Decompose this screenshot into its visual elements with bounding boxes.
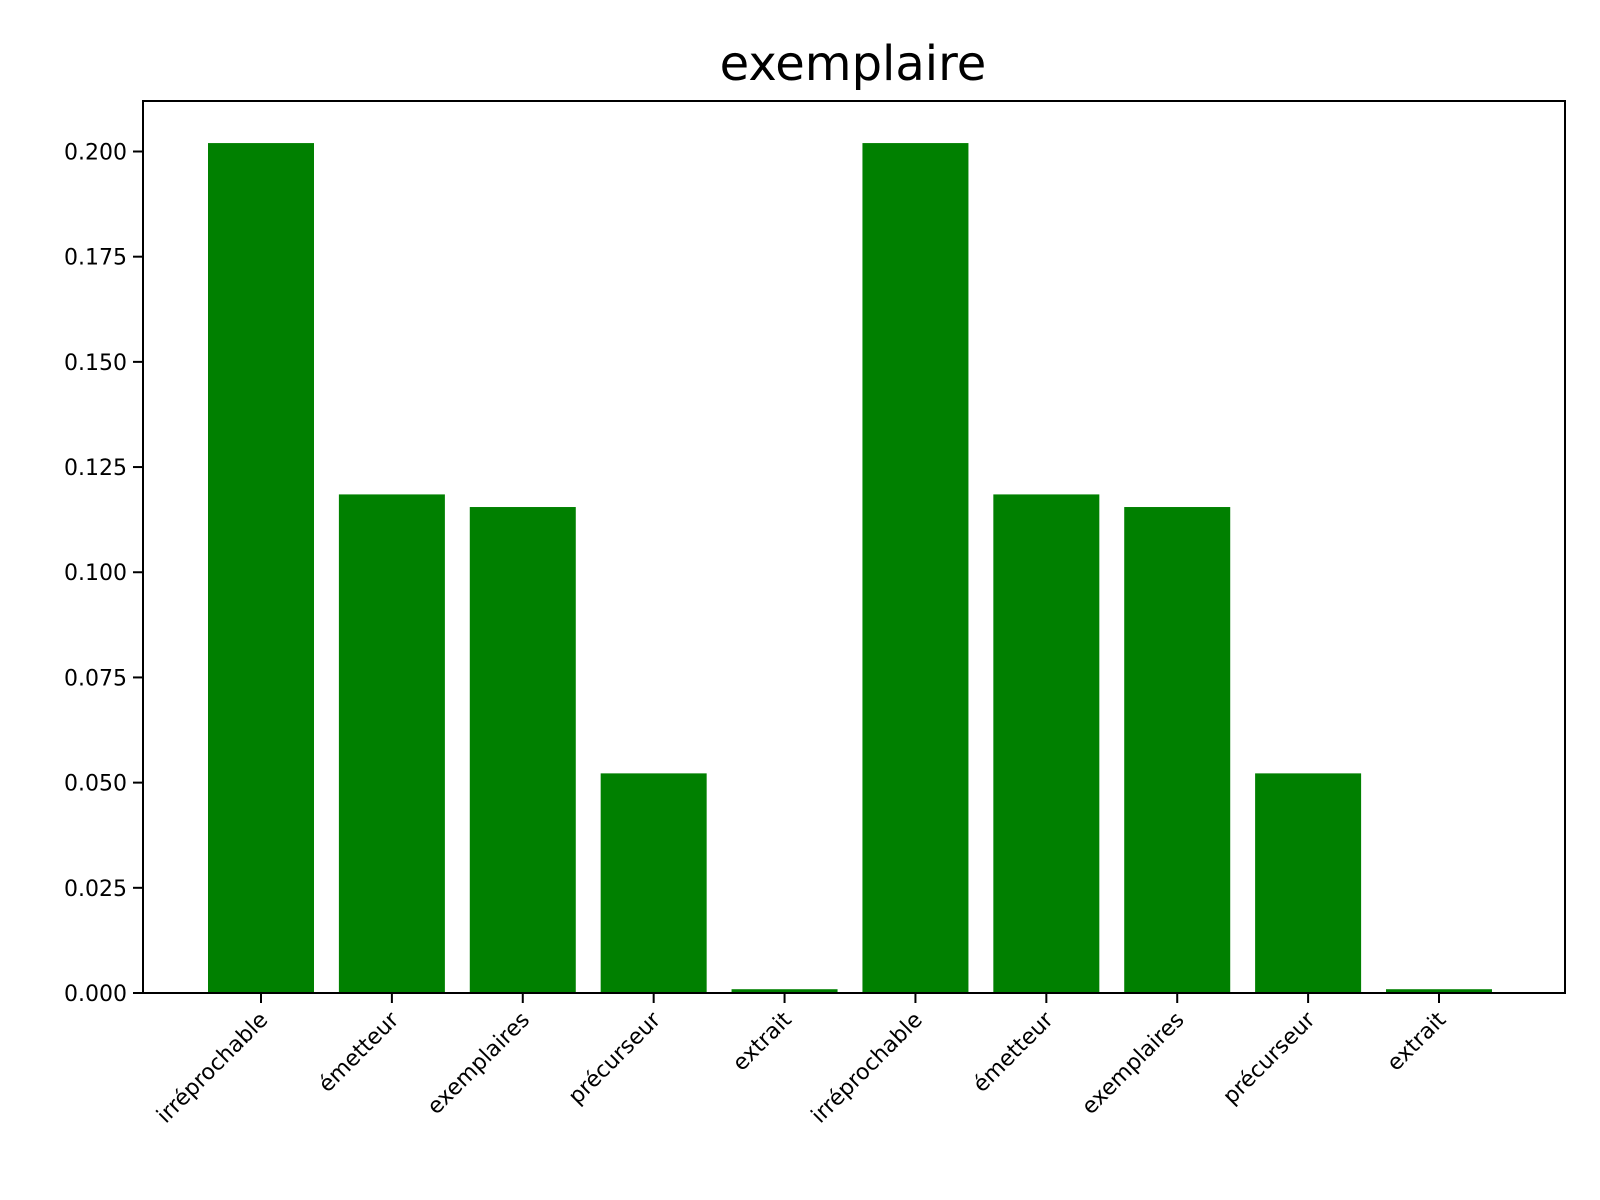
bar-7 xyxy=(993,494,1100,993)
bar-6 xyxy=(862,143,969,994)
y-tick-label: 0.175 xyxy=(64,246,127,271)
y-tick-label: 0.000 xyxy=(64,982,127,1007)
x-tick-label: extrait xyxy=(728,1007,797,1076)
bar-4 xyxy=(600,773,707,993)
chart-title: exemplaire xyxy=(720,36,987,92)
plot-frame xyxy=(142,100,1566,994)
bar-5 xyxy=(731,989,838,993)
x-tick-label: précurseur xyxy=(564,1007,667,1110)
y-tick-label: 0.200 xyxy=(64,140,127,165)
bar-8 xyxy=(1124,507,1231,993)
y-axis: 0.000 0.025 0.050 0.075 0.100 0.125 0.150 0.175… xyxy=(64,140,143,1007)
bars-group xyxy=(208,143,1492,994)
bar-2 xyxy=(338,494,445,993)
x-tick-label: irréprochable xyxy=(152,1008,273,1129)
x-tick-label: extrait xyxy=(1383,1007,1452,1076)
y-tick-label: 0.100 xyxy=(64,561,127,586)
x-axis: irréprochable émetteur exemplaires précurse… xyxy=(152,993,1452,1129)
x-tick-label: émetteur xyxy=(969,1007,1060,1098)
bar-3 xyxy=(469,507,576,993)
x-tick-label: émetteur xyxy=(314,1007,405,1098)
x-tick-label: exemplaires xyxy=(423,1008,535,1120)
bar-10 xyxy=(1386,989,1492,993)
y-tick-label: 0.150 xyxy=(64,351,127,376)
x-tick-label: irréprochable xyxy=(807,1008,928,1129)
y-tick-label: 0.075 xyxy=(64,666,127,691)
x-tick-label: précurseur xyxy=(1218,1007,1321,1110)
y-tick-label: 0.125 xyxy=(64,456,127,481)
x-tick-label: exemplaires xyxy=(1077,1008,1189,1120)
bar-1 xyxy=(208,143,314,994)
y-tick-label: 0.050 xyxy=(64,772,127,797)
bar-9 xyxy=(1255,773,1362,993)
y-tick-label: 0.025 xyxy=(64,877,127,902)
